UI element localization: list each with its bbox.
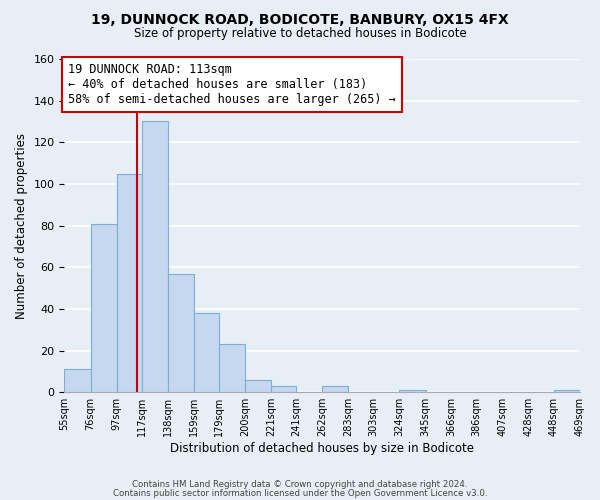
Bar xyxy=(322,386,349,392)
Bar xyxy=(245,380,271,392)
Bar xyxy=(400,390,425,392)
Bar xyxy=(142,122,168,392)
Bar xyxy=(168,274,194,392)
Bar xyxy=(194,313,219,392)
Text: Contains public sector information licensed under the Open Government Licence v3: Contains public sector information licen… xyxy=(113,488,487,498)
Text: Size of property relative to detached houses in Bodicote: Size of property relative to detached ho… xyxy=(134,28,466,40)
X-axis label: Distribution of detached houses by size in Bodicote: Distribution of detached houses by size … xyxy=(170,442,474,455)
Bar xyxy=(271,386,296,392)
Bar xyxy=(91,224,117,392)
Bar xyxy=(117,174,142,392)
Y-axis label: Number of detached properties: Number of detached properties xyxy=(15,132,28,318)
Bar xyxy=(554,390,580,392)
Text: 19 DUNNOCK ROAD: 113sqm
← 40% of detached houses are smaller (183)
58% of semi-d: 19 DUNNOCK ROAD: 113sqm ← 40% of detache… xyxy=(68,63,396,106)
Text: Contains HM Land Registry data © Crown copyright and database right 2024.: Contains HM Land Registry data © Crown c… xyxy=(132,480,468,489)
Text: 19, DUNNOCK ROAD, BODICOTE, BANBURY, OX15 4FX: 19, DUNNOCK ROAD, BODICOTE, BANBURY, OX1… xyxy=(91,12,509,26)
Bar xyxy=(219,344,245,392)
Bar xyxy=(64,370,91,392)
